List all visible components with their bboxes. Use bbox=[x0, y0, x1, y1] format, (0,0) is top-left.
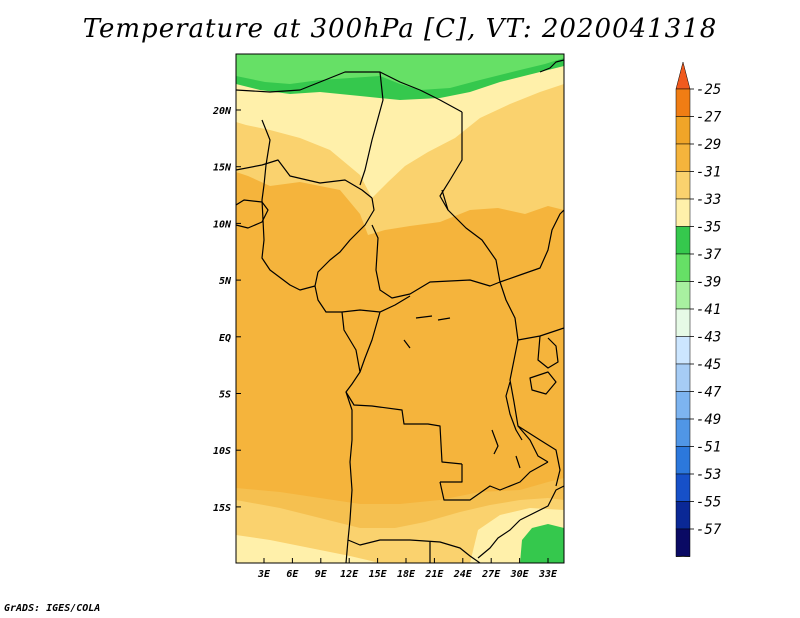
colorbar-swatch bbox=[675, 308, 691, 337]
colorbar-label: -51 bbox=[696, 440, 721, 456]
border-sudan bbox=[439, 112, 463, 211]
colorbar-label: -37 bbox=[696, 247, 722, 263]
lake-shapes bbox=[403, 315, 521, 469]
colorbar-swatch bbox=[675, 198, 691, 227]
colorbar-swatch bbox=[675, 473, 691, 502]
colorbar-swatch bbox=[675, 253, 691, 282]
border-northwest bbox=[236, 71, 463, 113]
colorbar-swatch bbox=[675, 418, 691, 447]
border-west-coast bbox=[236, 199, 269, 229]
border-angola-east bbox=[439, 461, 549, 501]
border-nigeria bbox=[261, 119, 316, 291]
colorbar-swatch bbox=[675, 363, 691, 392]
colorbar-label: -57 bbox=[696, 522, 722, 538]
temperature-field bbox=[236, 54, 564, 563]
lon-tick-label: 30E bbox=[510, 569, 530, 580]
colorbar-bottom-arrow bbox=[675, 555, 691, 557]
lat-tick-label: 10N bbox=[213, 219, 232, 230]
border-lake-region bbox=[537, 335, 559, 369]
lon-tick-label: 21E bbox=[424, 569, 444, 580]
border-congo bbox=[359, 311, 381, 373]
lat-tick-label: 5S bbox=[219, 390, 231, 401]
border-north-chad bbox=[359, 71, 384, 186]
border-east-coast bbox=[517, 327, 564, 341]
colorbar-label: -39 bbox=[696, 275, 721, 291]
border-south bbox=[345, 539, 349, 563]
border-drc-east bbox=[499, 281, 549, 463]
map-title: Temperature at 300hPa [C], VT: 202004131… bbox=[82, 14, 718, 44]
colorbar-label: -25 bbox=[696, 82, 721, 98]
border-drc-west bbox=[341, 311, 463, 465]
colorbar-label: -47 bbox=[696, 385, 722, 401]
credit-label: GrADS: IGES/COLA bbox=[4, 603, 101, 614]
colorbar-label: -29 bbox=[696, 137, 721, 153]
lat-tick-label: 15S bbox=[213, 503, 231, 514]
lat-tick-label: 15N bbox=[213, 163, 232, 174]
border-tanzania bbox=[517, 425, 561, 487]
colorbar: -25 -27 -29 -31 -33 -35 -37 -39 -41 -43 -45 -47 -49 -… bbox=[675, 61, 722, 557]
colorbar-label: -33 bbox=[696, 192, 721, 208]
colorbar-swatch bbox=[675, 501, 691, 530]
colorbar-label: -49 bbox=[696, 412, 721, 428]
border-cameroon bbox=[314, 197, 411, 313]
colorbar-swatch bbox=[675, 528, 691, 557]
border-mozambique-south bbox=[477, 519, 521, 559]
border-ethiopia bbox=[539, 59, 564, 73]
lon-tick-label: 18E bbox=[397, 569, 416, 580]
colorbar-swatch bbox=[675, 226, 691, 255]
lon-tick-label: 9E bbox=[315, 569, 328, 580]
colorbar-swatch bbox=[675, 281, 691, 310]
border-zambia bbox=[440, 464, 463, 483]
lon-tick-label: 15E bbox=[369, 569, 388, 580]
lat-tick-label: 10S bbox=[213, 446, 231, 457]
lake-victoria bbox=[529, 371, 557, 395]
colorbar-swatch bbox=[675, 446, 691, 475]
colorbar-swatch bbox=[675, 88, 691, 117]
colorbar-swatch bbox=[675, 143, 691, 172]
colorbar-label: -27 bbox=[696, 110, 722, 126]
country-borders bbox=[236, 59, 564, 563]
colorbar-label: -43 bbox=[696, 330, 721, 346]
colorbar-label: -41 bbox=[696, 302, 721, 318]
lon-tick-label: 33E bbox=[538, 569, 558, 580]
lon-tick-label: 27E bbox=[481, 569, 501, 580]
border-car bbox=[371, 189, 501, 299]
colorbar-label: -53 bbox=[696, 467, 721, 483]
lon-tick-label: 3E bbox=[257, 569, 271, 580]
colorbar-swatch bbox=[675, 116, 691, 145]
border-lake-tanganyika bbox=[505, 381, 523, 441]
colorbar-label: -55 bbox=[696, 495, 721, 511]
colorbar-swatch bbox=[675, 391, 691, 420]
lat-tick-label: 20N bbox=[212, 106, 232, 117]
field-band-37-southeast bbox=[520, 524, 564, 563]
lon-tick-label: 24E bbox=[453, 569, 473, 580]
colorbar-top-arrow bbox=[675, 61, 691, 90]
border-angola bbox=[345, 391, 481, 563]
latitude-axis: 20N 15N 10N 5N EQ 5S 10S 15S bbox=[212, 106, 241, 514]
lon-tick-label: 12E bbox=[340, 569, 359, 580]
border-sudan-east bbox=[499, 209, 564, 283]
border-mozambique bbox=[519, 485, 564, 521]
field-strip-33 bbox=[236, 130, 362, 192]
colorbar-label: -31 bbox=[696, 165, 721, 181]
map-frame bbox=[235, 53, 565, 564]
lon-tick-label: 6E bbox=[286, 569, 299, 580]
colorbar-label: -45 bbox=[696, 357, 721, 373]
field-band-39 bbox=[236, 54, 564, 90]
colorbar-swatch bbox=[675, 336, 691, 365]
lat-tick-label: EQ bbox=[219, 333, 231, 344]
border-niger-nigeria bbox=[236, 159, 373, 199]
longitude-axis: 3E 6E 9E 12E 15E 18E 21E 24E 27E 30E 33E bbox=[257, 558, 558, 580]
field-band-35-south bbox=[236, 535, 380, 563]
lat-tick-label: 5N bbox=[219, 276, 232, 287]
colorbar-label: -35 bbox=[696, 220, 721, 236]
colorbar-swatch bbox=[675, 171, 691, 200]
